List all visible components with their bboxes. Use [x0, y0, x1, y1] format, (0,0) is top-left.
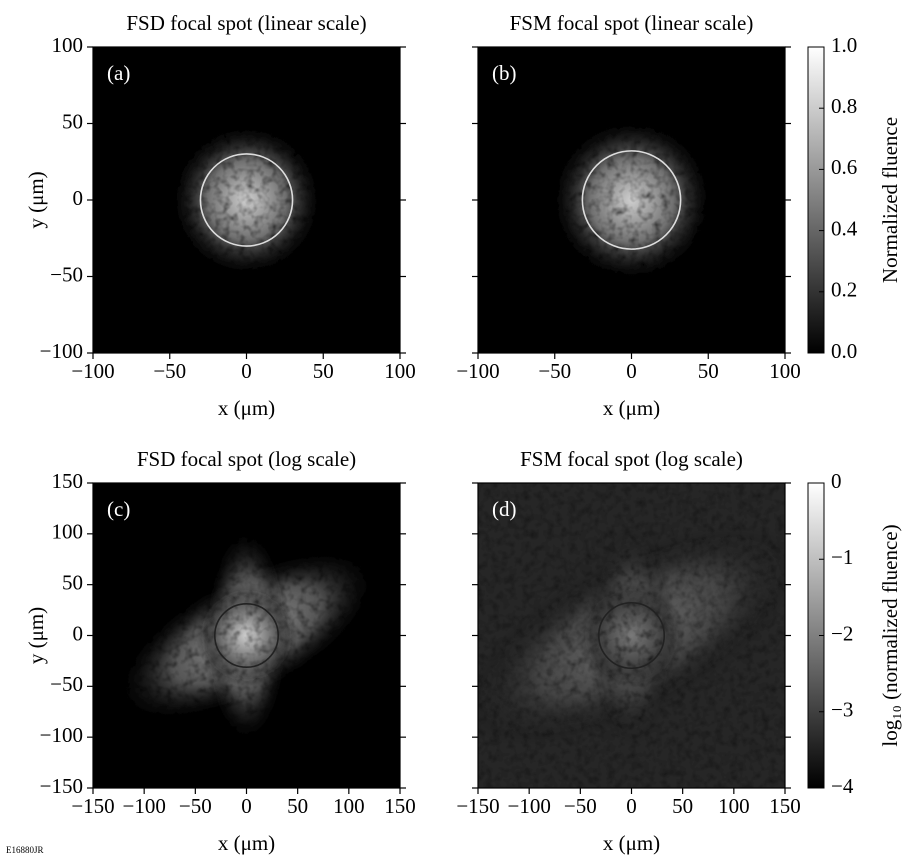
- y-tick-label: 100: [52, 520, 84, 544]
- panel-label: (b): [492, 61, 517, 85]
- y-tick-label: −150: [40, 774, 83, 798]
- image: [93, 483, 400, 788]
- x-tick-label: −50: [564, 794, 597, 818]
- x-axis-label: x (μm): [218, 396, 275, 420]
- colorbar-tick-label: 0.8: [831, 94, 857, 118]
- y-tick-label: −50: [50, 262, 83, 286]
- y-tick-label: −100: [40, 339, 83, 363]
- y-tick-label: 50: [62, 570, 83, 594]
- x-axis-label: x (μm): [603, 831, 660, 855]
- colorbar-label: log₁₀ (normalized fluence): [878, 524, 902, 746]
- spot: [168, 121, 325, 279]
- image: [478, 483, 785, 788]
- x-tick-label: −100: [507, 794, 550, 818]
- x-tick-label: 50: [313, 359, 334, 383]
- x-tick-label: −50: [153, 359, 186, 383]
- target-circle: [199, 153, 294, 247]
- panel-label: (d): [492, 497, 517, 521]
- x-tick-label: 50: [698, 359, 719, 383]
- colorbar-tick-label: −2: [831, 621, 853, 645]
- x-tick-label: −150: [456, 794, 499, 818]
- x-axis-label: x (μm): [218, 831, 275, 855]
- y-axis-label: y (μm): [24, 171, 48, 228]
- y-tick-label: 0: [73, 621, 84, 645]
- x-tick-label: 150: [384, 794, 416, 818]
- colorbar: [807, 46, 825, 354]
- x-tick-label: −150: [71, 794, 114, 818]
- y-tick-label: −50: [50, 672, 83, 696]
- colorbar-tick-label: 1.0: [831, 33, 857, 57]
- x-tick-label: 0: [626, 359, 637, 383]
- colorbar-tick-label: −3: [831, 698, 853, 722]
- chart-title: FSD focal spot (log scale): [137, 447, 356, 471]
- target-circle: [597, 601, 666, 670]
- colorbar-tick-label: −1: [831, 545, 853, 569]
- x-tick-label: 0: [241, 794, 252, 818]
- x-tick-label: −100: [71, 359, 114, 383]
- chart-title: FSM focal spot (linear scale): [510, 11, 754, 35]
- target-circle: [213, 602, 280, 669]
- figure-id: E16880JR: [6, 845, 44, 855]
- x-tick-label: 100: [384, 359, 416, 383]
- x-tick-label: 100: [718, 794, 750, 818]
- x-tick-label: 50: [287, 794, 308, 818]
- x-tick-label: 100: [333, 794, 365, 818]
- colorbar-tick-label: 0.4: [831, 216, 858, 240]
- colorbar-tick-label: 0.6: [831, 155, 857, 179]
- image: [478, 47, 785, 353]
- x-tick-label: −50: [538, 359, 571, 383]
- spot: [547, 116, 716, 284]
- y-tick-label: 100: [52, 33, 84, 57]
- panel-label: (c): [107, 497, 130, 521]
- core: [195, 584, 298, 687]
- y-tick-label: 150: [52, 469, 84, 493]
- image: [93, 47, 400, 353]
- x-tick-label: 0: [626, 794, 637, 818]
- colorbar-label: Normalized fluence: [878, 117, 902, 283]
- y-tick-label: −100: [40, 723, 83, 747]
- colorbar-tick-label: −4: [831, 774, 854, 798]
- x-tick-label: 0: [241, 359, 252, 383]
- x-tick-label: 100: [769, 359, 801, 383]
- y-tick-label: 50: [62, 109, 83, 133]
- noise: [478, 483, 785, 788]
- x-tick-label: −50: [179, 794, 212, 818]
- x-tick-label: −100: [456, 359, 499, 383]
- colorbar-tick-label: 0: [831, 469, 842, 493]
- panel-label: (a): [107, 61, 130, 85]
- x-axis-label: x (μm): [603, 396, 660, 420]
- x-tick-label: −100: [122, 794, 165, 818]
- x-tick-label: 150: [769, 794, 801, 818]
- colorbar-tick-label: 0.2: [831, 278, 857, 302]
- chart-title: FSM focal spot (log scale): [520, 447, 743, 471]
- y-axis-label: y (μm): [24, 607, 48, 664]
- chart-title: FSD focal spot (linear scale): [126, 11, 366, 35]
- x-tick-label: 50: [672, 794, 693, 818]
- y-tick-label: 0: [73, 186, 84, 210]
- target-circle: [581, 150, 682, 250]
- colorbar-tick-label: 0.0: [831, 339, 857, 363]
